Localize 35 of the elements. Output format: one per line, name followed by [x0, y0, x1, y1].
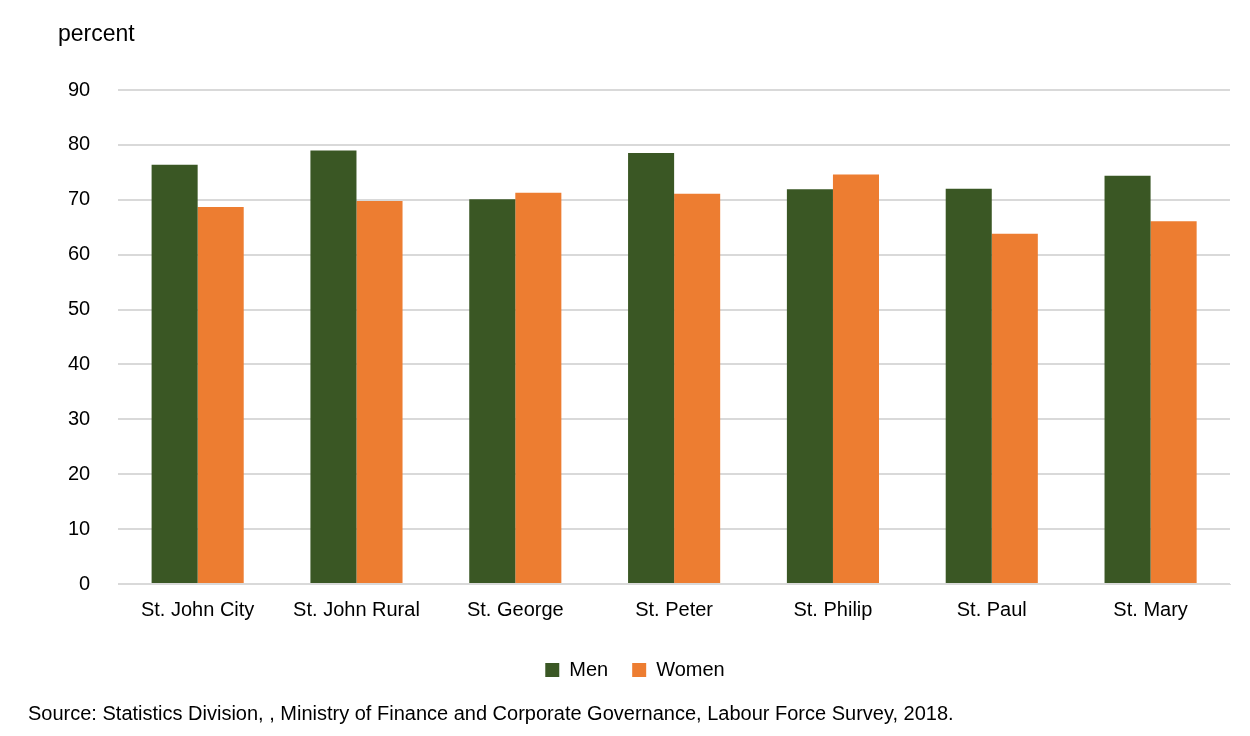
bar	[1104, 175, 1151, 583]
bar	[356, 200, 403, 583]
y-axis-title: percent	[58, 20, 135, 47]
bar	[515, 192, 562, 583]
bar	[1150, 221, 1197, 583]
x-tick-label: St. John City	[140, 597, 255, 620]
x-tick-label: St. Mary	[1113, 597, 1188, 620]
legend-label: Men	[569, 657, 609, 680]
bar	[310, 150, 357, 583]
x-tick-label: St. Philip	[793, 597, 873, 620]
y-tick-label: 20	[68, 461, 91, 484]
x-tick-label: St. George	[466, 597, 564, 620]
y-tick-label: 80	[68, 132, 91, 155]
bar	[469, 199, 516, 583]
bar	[832, 174, 879, 583]
bar	[628, 153, 675, 583]
bar	[197, 206, 244, 583]
x-tick-label: St. John Rural	[293, 597, 420, 620]
x-tick-label: St. Peter	[635, 597, 714, 620]
y-tick-label: 30	[68, 406, 91, 429]
y-tick-label: 70	[68, 187, 91, 210]
y-tick-label: 10	[68, 516, 91, 539]
source-note: Source: Statistics Division, , Ministry of Finance and Corporate Governance, Labour Force Survey, 2018.	[28, 702, 954, 725]
y-tick-label: 50	[68, 297, 91, 320]
bar	[786, 189, 833, 583]
bar	[945, 188, 992, 583]
y-tick-label: 90	[68, 77, 91, 100]
bar	[674, 193, 721, 583]
y-tick-label: 60	[68, 242, 91, 265]
bar	[991, 233, 1038, 583]
y-tick-label: 40	[68, 351, 91, 374]
legend-label: Women	[656, 657, 725, 680]
y-tick-label: 0	[79, 571, 91, 594]
bar	[151, 164, 198, 583]
x-tick-label: St. Paul	[956, 597, 1027, 620]
